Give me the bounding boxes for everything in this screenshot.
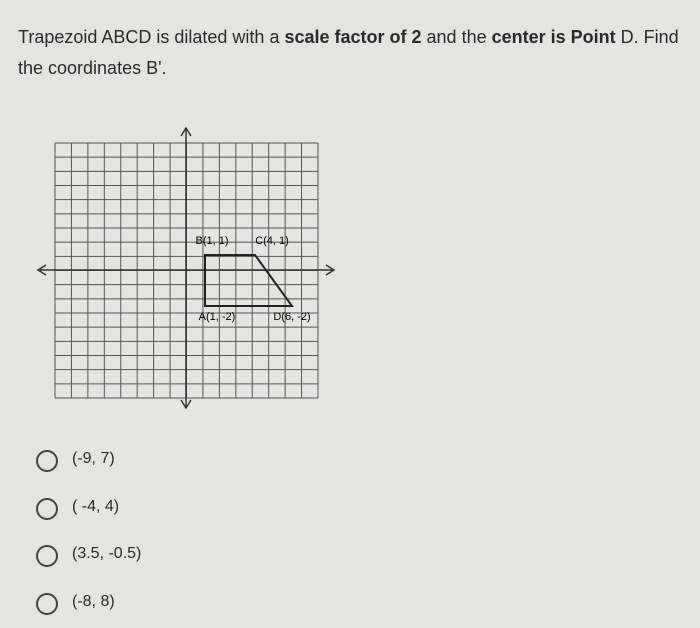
question-bold: center is Point (491, 27, 616, 47)
option[interactable]: (3.5, -0.5) (72, 545, 142, 562)
point-label: B(1, 1) (195, 235, 228, 247)
radio[interactable] (36, 545, 58, 567)
trapezoid (204, 254, 294, 307)
option[interactable]: (-8, 8) (72, 593, 115, 610)
point-label: A(1, -2) (199, 311, 236, 323)
radio[interactable] (36, 498, 58, 520)
option[interactable]: (-9, 7) (72, 450, 115, 467)
question-text: D. Find the coordinates B'. (18, 27, 679, 78)
axis-arrows (36, 126, 336, 410)
question: Trapezoid ABCD is dilated with a scale f… (18, 22, 688, 84)
radio[interactable] (36, 593, 58, 615)
point-label: D(6, -2) (273, 311, 310, 323)
question-bold: scale factor of 2 (284, 27, 422, 47)
radio[interactable] (36, 450, 58, 472)
question-text: Trapezoid ABCD is dilated with a (18, 27, 285, 47)
option[interactable]: ( -4, 4) (72, 498, 120, 515)
question-text: and the (421, 27, 492, 47)
point-label: C(4, 1) (255, 235, 289, 247)
